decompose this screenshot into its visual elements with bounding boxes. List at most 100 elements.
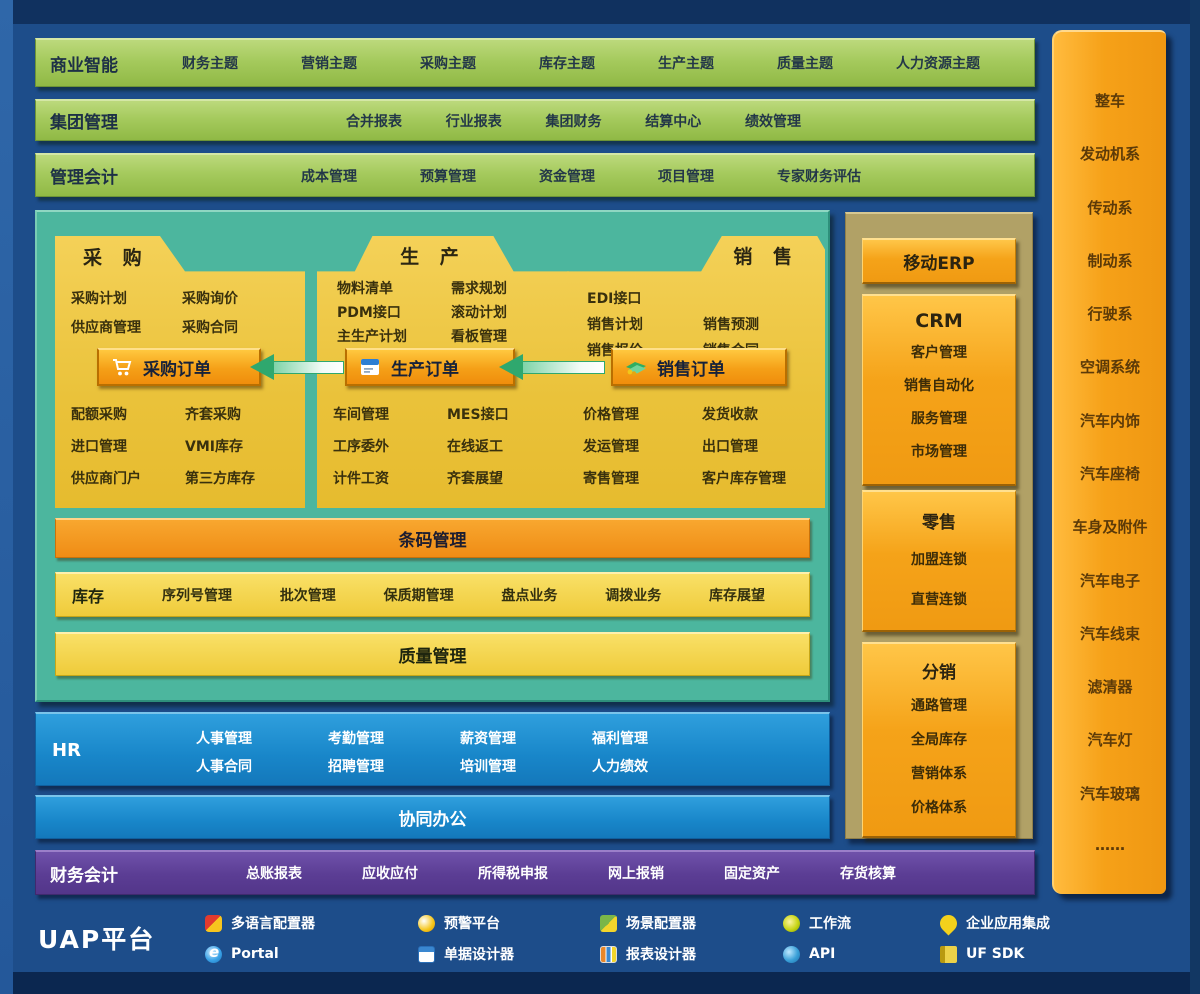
crm-box: CRM 客户管理 销售自动化 服务管理 市场管理 <box>862 294 1016 486</box>
uap-tool: 预警平台 <box>418 912 514 934</box>
finance-item: 存货核算 <box>840 866 896 882</box>
purchase-item: 进口管理 <box>71 439 127 455</box>
distribution-item: 营销体系 <box>911 766 967 782</box>
mobile-erp-title: 移动ERP <box>903 253 975 274</box>
inventory-item: 批次管理 <box>279 588 336 604</box>
uap-tool: Portal <box>205 943 315 965</box>
auto-part-item: …… <box>1095 835 1125 854</box>
cart-icon <box>113 359 132 376</box>
purchase-item: VMI库存 <box>185 439 243 455</box>
group-row-label: 集团管理 <box>50 113 118 133</box>
hr-items-row2: 人事合同 招聘管理 培训管理 人力绩效 <box>196 756 724 776</box>
finance-item: 应收应付 <box>362 866 418 882</box>
hr-item: 人事合同 <box>196 759 252 775</box>
hr-item: 人力绩效 <box>592 759 648 775</box>
group-item: 绩效管理 <box>745 113 801 130</box>
purchase-folder-title: 采 购 <box>83 247 149 269</box>
group-item: 集团财务 <box>545 113 602 130</box>
mgmt-item: 项目管理 <box>658 168 714 185</box>
crm-item: 服务管理 <box>911 411 967 427</box>
sales-folder: 销 售 EDI接口 销售计划 销售预测 销售报价 销售合同 销售订单 价格管理发… <box>567 236 825 508</box>
production-item: 看板管理 <box>451 329 507 345</box>
arrow-sales-to-production-icon <box>499 354 605 380</box>
finance-label: 财务会计 <box>50 865 118 886</box>
uap-tool-label: 企业应用集成 <box>966 916 1050 932</box>
purchase-item: 采购询价 <box>182 291 238 307</box>
uap-platform-label: UAP平台 <box>38 925 156 954</box>
hr-item: 薪资管理 <box>460 731 516 747</box>
manufacturing-core-block: 采 购 采购计划 采购询价 供应商管理 采购合同 采购订单 配额采购 齐套采购 进口管理 V… <box>35 210 830 702</box>
inventory-item: 序列号管理 <box>162 588 233 604</box>
group-item: 合并报表 <box>346 113 402 130</box>
uap-tool: 场景配置器 <box>600 912 696 934</box>
barcode-management-bar: 条码管理 <box>55 518 810 558</box>
production-bottom-items: 车间管理 MES接口 工序委外 在线返工 计件工资 齐套展望 <box>333 404 561 488</box>
purchase-item: 齐套采购 <box>185 407 241 423</box>
group-item-list: 合并报表 行业报表 集团财务 结算中心 绩效管理 <box>346 111 801 131</box>
form-designer-icon <box>418 945 435 963</box>
collaborative-office-bar: 协同办公 <box>35 795 830 839</box>
auto-part-item: 汽车电子 <box>1079 571 1140 590</box>
retail-item: 直营连锁 <box>911 592 967 608</box>
auto-part-item: 汽车灯 <box>1087 731 1133 750</box>
finance-item: 固定资产 <box>724 866 780 882</box>
sales-bottom-items: 价格管理 发货收款 发运管理 出口管理 寄售管理 客户库存管理 <box>583 404 821 488</box>
quality-management-bar: 质量管理 <box>55 632 810 676</box>
financial-accounting-row: 财务会计 总账报表 应收应付 所得税申报 网上报销 固定资产 存货核算 <box>35 850 1035 895</box>
production-order-button: 生产订单 <box>345 348 515 386</box>
hr-item: 培训管理 <box>460 759 516 775</box>
mobile-erp-box: 移动ERP <box>862 238 1016 284</box>
auto-part-item: 汽车玻璃 <box>1079 784 1140 803</box>
purchase-order-button: 采购订单 <box>97 348 261 386</box>
bi-row-label: 商业智能 <box>50 55 118 76</box>
bi-theme-item: 采购主题 <box>420 56 476 72</box>
distribution-item: 通路管理 <box>911 698 967 714</box>
auto-part-item: 汽车线束 <box>1079 624 1140 643</box>
order-form-icon <box>361 359 379 375</box>
production-item: 在线返工 <box>447 439 503 455</box>
report-designer-icon <box>600 945 617 963</box>
auto-parts-column: 整车 发动机系 传动系 制动系 行驶系 空调系统 汽车内饰 汽车座椅 车身及附件 汽车电子 汽车线束… <box>1052 30 1166 894</box>
hr-item: 福利管理 <box>592 731 648 747</box>
uap-tool-column: 企业应用集成 UF SDK <box>936 910 1050 965</box>
production-top-items: 物料清单 需求规划 PDM接口 滚动计划 主生产计划 看板管理 <box>337 278 565 346</box>
inventory-item: 库存展望 <box>709 588 765 604</box>
arrow-shaft <box>523 360 605 374</box>
purchase-item: 供应商门户 <box>71 471 141 487</box>
mgmt-item: 专家财务评估 <box>777 168 861 185</box>
inventory-item: 调拨业务 <box>605 588 662 604</box>
hr-item: 人事管理 <box>196 731 252 747</box>
distribution-item-list: 通路管理 全局库存 营销体系 价格体系 <box>863 695 1015 817</box>
purchase-item: 供应商管理 <box>71 320 141 336</box>
uap-tool-label: UF SDK <box>966 946 1025 962</box>
uap-tool: UF SDK <box>940 943 1050 965</box>
auto-part-item: 制动系 <box>1087 251 1133 270</box>
sales-item: 发货收款 <box>702 407 758 423</box>
auto-part-item: 发动机系 <box>1079 145 1140 164</box>
retail-title: 零售 <box>922 513 956 533</box>
uap-tool: 工作流 <box>783 912 851 934</box>
retail-box: 零售 加盟连锁直营连锁 <box>862 490 1016 632</box>
uap-tool-label: 预警平台 <box>444 916 500 932</box>
production-folder: 生 产 物料清单 需求规划 PDM接口 滚动计划 主生产计划 看板管理 生产订单 车间管理… <box>317 236 569 508</box>
auto-part-item: 整车 <box>1094 92 1125 110</box>
multilang-config-icon <box>205 914 222 932</box>
bi-theme-item: 库存主题 <box>539 56 595 72</box>
sales-item: 出口管理 <box>702 439 758 455</box>
crm-item: 客户管理 <box>911 345 967 361</box>
hr-block: HR 人事管理 考勤管理 薪资管理 福利管理 人事合同 招聘管理 培训管理 人力绩效 <box>35 712 830 786</box>
finance-item: 所得税申报 <box>478 866 548 882</box>
auto-part-item: 行驶系 <box>1087 305 1133 324</box>
crm-title: CRM <box>915 310 963 332</box>
spacer <box>703 288 819 308</box>
sales-item: 销售计划 <box>587 317 643 333</box>
uap-tool-label: 工作流 <box>809 916 851 932</box>
uap-tool: API <box>783 943 851 965</box>
uap-tool-label: 场景配置器 <box>626 916 696 932</box>
api-icon <box>783 945 800 963</box>
industry-solutions-panel: 移动ERP CRM 客户管理 销售自动化 服务管理 市场管理 零售 加盟连锁 直营连锁 … <box>845 212 1033 839</box>
finance-item: 总账报表 <box>246 866 302 882</box>
bi-theme-item: 生产主题 <box>658 56 714 72</box>
production-item: 主生产计划 <box>337 329 407 345</box>
retail-item: 加盟连锁 <box>911 552 967 568</box>
